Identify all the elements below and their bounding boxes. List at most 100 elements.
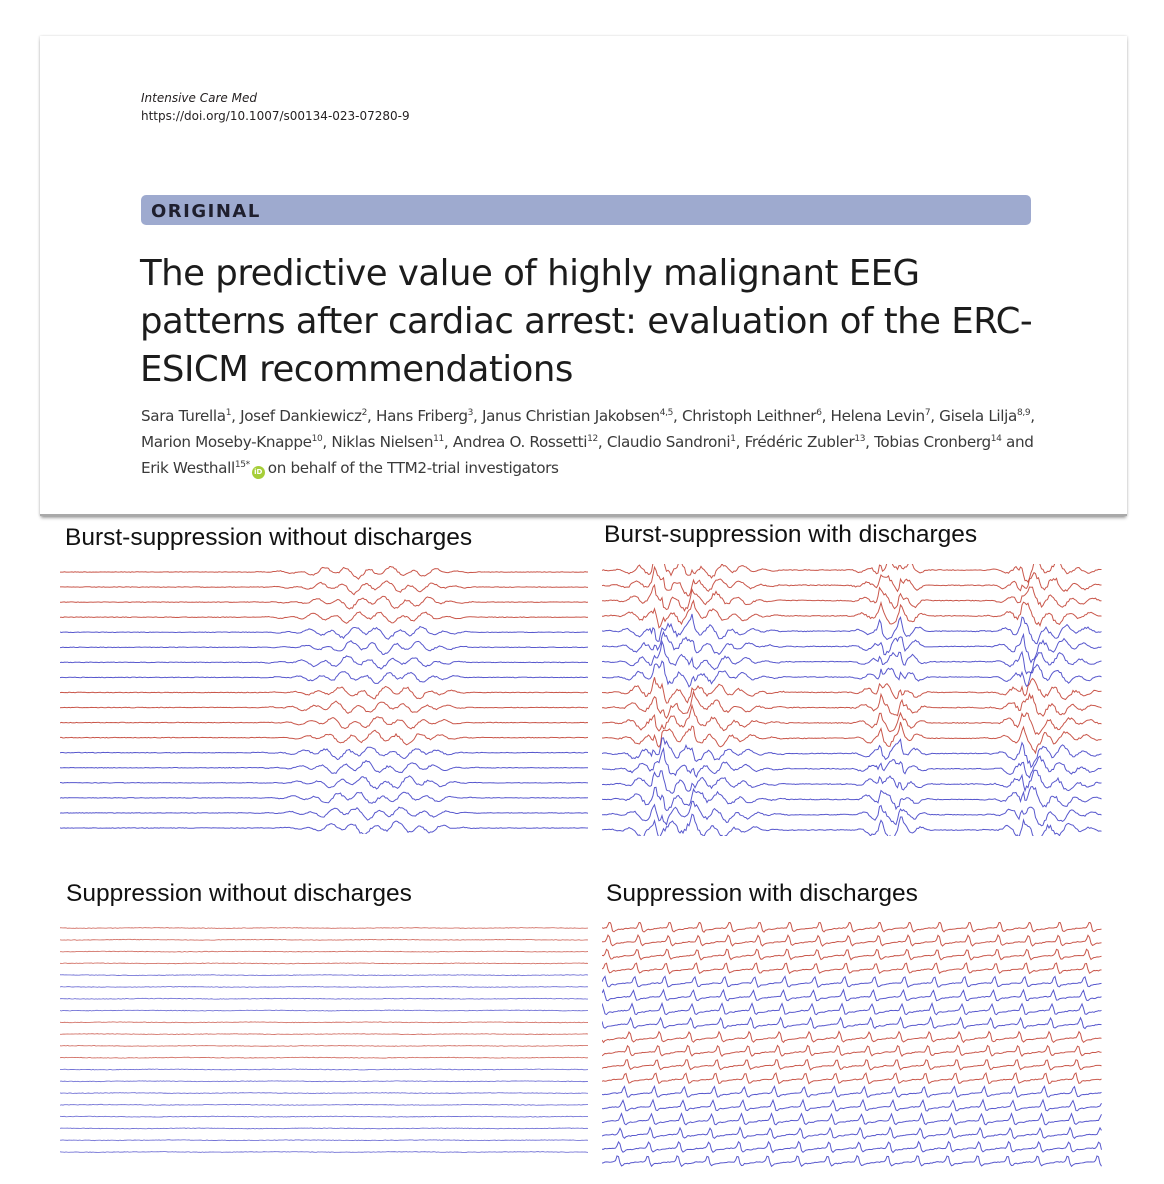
eeg-channel-trace [60,700,588,714]
eeg-channel-trace [602,786,1102,812]
eeg-trace-plot [60,566,588,834]
eeg-channel-trace [602,962,1102,975]
doi-link[interactable]: https://doi.org/10.1007/s00134-023-07280… [141,109,410,123]
author-name: Marion Moseby-Knappe [141,433,312,451]
eeg-channel-trace [60,997,588,1000]
author-name: Andrea O. Rossetti [452,433,588,451]
journal-name: Intensive Care Med [141,91,257,105]
author-name: Claudio Sandroni [606,433,731,451]
author-name: Helena Levin [830,407,926,425]
eeg-channel-trace [602,1154,1102,1168]
eeg-channel-trace [60,746,588,761]
eeg-panel-suppression-without-discharges: Suppression without discharges [60,876,590,1166]
eeg-channel-trace [60,1068,588,1071]
author-affiliation: 3 [467,407,474,418]
eeg-trace-plot [60,927,588,1153]
eeg-channel-trace [602,1072,1102,1085]
author-affiliation: 8,9 [1017,407,1031,418]
eeg-channel-trace [60,1009,588,1012]
eeg-channel-trace [60,1115,588,1118]
eeg-channel-trace [602,721,1102,755]
eeg-channel-trace [602,564,1102,584]
eeg-channel-trace [60,974,588,977]
eeg-trace-plot [602,922,1102,1168]
author-affiliation: 11 [433,433,444,444]
eeg-channel-trace [602,613,1102,645]
eeg-channel-trace [60,759,588,775]
eeg-channel-trace [60,791,588,804]
eeg-channel-trace [602,800,1102,827]
eeg-channel-trace [602,948,1102,961]
author-affiliation: 1 [730,433,736,444]
author-list: Sara Turella1, Josef Dankiewicz2, Hans F… [141,407,1035,479]
eeg-channel-trace [602,1126,1102,1140]
eeg-channel-trace [60,1033,588,1036]
eeg-channel-trace [60,685,588,700]
author-affiliation: 12 [587,433,598,444]
eeg-channel-trace [60,655,588,670]
eeg-channel-trace [60,775,588,790]
eeg-channel-trace [60,595,588,610]
eeg-channel-trace [602,737,1102,769]
eeg-channel-trace [602,677,1102,704]
eeg-channel-trace [602,1015,1102,1030]
eeg-panel-burst-suppression-with-discharges: Burst-suppression with discharges [600,518,1105,840]
eeg-channel-trace [602,1098,1102,1112]
eeg-panel-suppression-with-discharges: Suppression with discharges [600,876,1105,1172]
author-name: Tobias Cronberg [874,433,991,451]
author-affiliation: 10 [311,433,323,444]
eeg-channel-trace [602,1140,1102,1154]
eeg-channel-trace [602,813,1102,836]
eeg-channel-trace [60,566,588,580]
eeg-channel-trace [602,599,1102,629]
author-name: Frédéric Zubler [744,433,855,451]
eeg-channel-trace [60,927,588,929]
author-name: Sara Turella [141,407,226,425]
author-affiliation: 2 [361,407,368,418]
eeg-channel-trace [602,565,1102,597]
eeg-channel-trace [602,689,1102,719]
eeg-channel-trace [60,1151,588,1153]
eeg-channel-trace [602,1001,1102,1016]
author-affiliation: 13 [854,433,866,444]
panel-title: Suppression without discharges [66,880,412,907]
eeg-channel-trace [60,625,588,640]
eeg-panel-burst-suppression-without-discharges: Burst-suppression without discharges [60,520,590,840]
eeg-channel-trace [60,1139,588,1142]
panel-title: Burst-suppression without discharges [65,524,473,551]
eeg-channel-trace [602,933,1102,947]
article-type-band: ORIGINAL [141,195,1031,225]
author-affiliation: 7 [924,407,931,418]
article-type-label: ORIGINAL [151,201,261,222]
eeg-channel-trace [602,1085,1102,1098]
eeg-channel-trace [60,1103,588,1106]
eeg-channel-trace [60,1056,588,1059]
orcid-icon[interactable]: iD [251,466,265,479]
eeg-channel-trace [602,746,1102,779]
eeg-channel-trace [602,703,1102,736]
article-title: The predictive value of highly malignant… [140,253,1033,390]
eeg-channel-trace [602,975,1102,988]
eeg-trace-plot [602,564,1102,836]
eeg-channel-trace [60,962,588,965]
eeg-channel-trace [60,671,588,684]
eeg-channel-trace [60,820,588,834]
eeg-channel-trace [60,986,588,988]
eeg-channel-trace [602,769,1102,794]
eeg-channel-trace [60,1044,588,1047]
eeg-channel-trace [60,716,588,730]
eeg-channel-trace [602,1044,1102,1058]
author-affiliation: 4,5 [659,407,674,418]
author-affiliation: 15* [234,459,250,470]
author-name: Erik Westhall [141,459,235,477]
panel-title: Burst-suppression with discharges [604,521,978,548]
eeg-channel-trace [60,1127,588,1130]
eeg-channel-trace [60,938,588,941]
eeg-channel-trace [602,988,1102,1002]
paper-header-card: Intensive Care Med https://doi.org/10.10… [40,36,1127,516]
author-name: Gisela Lilja [939,407,1017,425]
authors-collaboration-note: on behalf of the TTM2-trial investigator… [267,459,559,477]
eeg-channel-trace [60,640,588,656]
eeg-channel-trace [602,922,1102,933]
eeg-channel-trace [602,1059,1102,1071]
